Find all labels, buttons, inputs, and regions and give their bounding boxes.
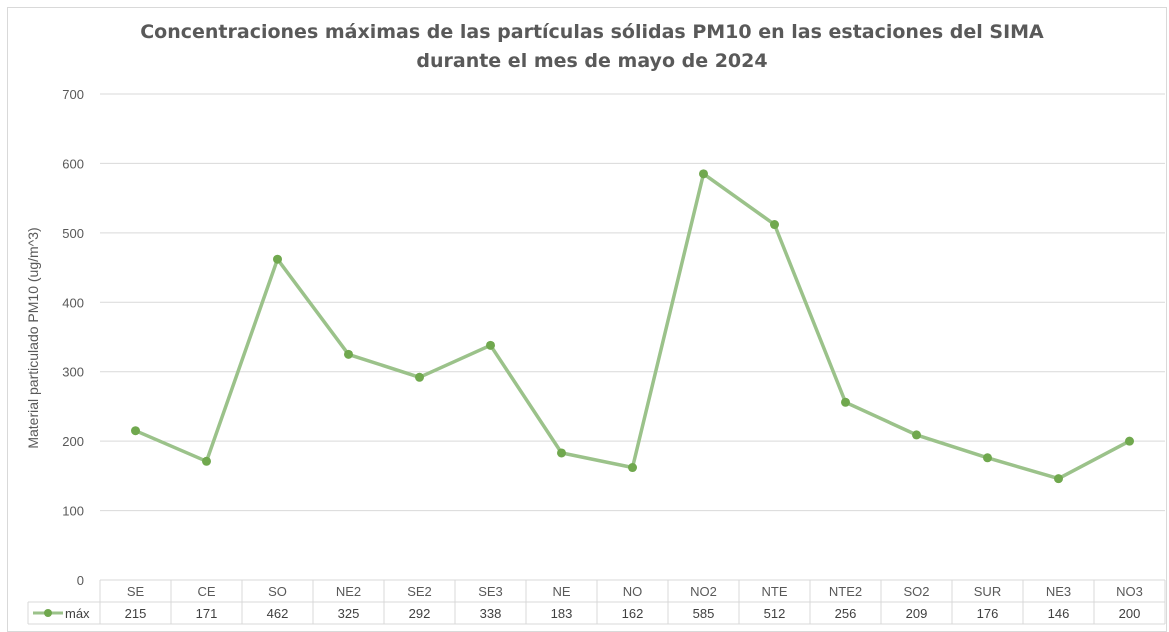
data-point: [415, 372, 424, 382]
data-table-value: 215: [125, 606, 147, 621]
data-point: [841, 397, 850, 407]
data-table-value: 462: [267, 606, 289, 621]
data-table-value: 183: [551, 606, 573, 621]
data-table-value: 171: [196, 606, 218, 621]
legend-label: máx: [65, 606, 90, 621]
data-points: [131, 169, 1134, 484]
y-tick-label: 200: [62, 434, 84, 449]
x-category-label: SUR: [974, 584, 1001, 599]
data-point: [1054, 474, 1063, 484]
data-table-value: 200: [1119, 606, 1141, 621]
x-category-label: NE2: [336, 584, 361, 599]
data-table-value: 146: [1048, 606, 1070, 621]
y-axis-label: Material particulado PM10 (ug/m^3): [25, 227, 41, 448]
x-category-label: NO3: [1116, 584, 1143, 599]
y-tick-label: 100: [62, 504, 84, 519]
data-table-value: 338: [480, 606, 502, 621]
data-table-value: 512: [764, 606, 786, 621]
x-category-label: SO2: [903, 584, 929, 599]
x-category-label: NE: [552, 584, 570, 599]
x-category-label: CE: [197, 584, 215, 599]
chart-title: Concentraciones máximas de las partícula…: [140, 21, 1044, 43]
data-point: [983, 453, 992, 463]
data-point: [344, 349, 353, 359]
data-table-value: 176: [977, 606, 999, 621]
x-category-label: NE3: [1046, 584, 1071, 599]
y-tick-label: 500: [62, 226, 84, 241]
data-point: [628, 463, 637, 473]
y-tick-labels: 0 100 200 300 400 500 600 700: [62, 87, 84, 588]
x-category-label: NO2: [690, 584, 717, 599]
legend-marker: [44, 609, 52, 617]
y-tick-label: 600: [62, 156, 84, 171]
data-point: [131, 426, 140, 436]
x-category-label: NO: [623, 584, 643, 599]
data-point: [486, 340, 495, 350]
x-category-label: NTE: [762, 584, 788, 599]
y-tick-label: 700: [62, 87, 84, 102]
data-table-value: 325: [338, 606, 360, 621]
x-category-label: NTE2: [829, 584, 862, 599]
data-table-value: 585: [693, 606, 715, 621]
data-point: [557, 448, 566, 458]
x-category-label: SO: [268, 584, 287, 599]
data-table: SE CE SO NE2 SE2 SE3 NE NO NO2 NTE NTE2 SO2 SUR NE3 NO…: [27, 579, 1166, 625]
series-line: [133, 172, 1132, 481]
data-table-value: 292: [409, 606, 431, 621]
x-category-label: SE2: [407, 584, 432, 599]
data-point: [273, 254, 282, 264]
data-point: [1125, 436, 1134, 446]
data-table-value: 162: [622, 606, 644, 621]
chart-subtitle: durante el mes de mayo de 2024: [416, 50, 767, 72]
series-line-group: [133, 172, 1132, 481]
data-point: [202, 456, 211, 466]
data-point: [770, 220, 779, 230]
gridlines: [100, 93, 1165, 512]
y-tick-label: 400: [62, 295, 84, 310]
x-category-label: SE: [127, 584, 145, 599]
data-point: [699, 169, 708, 179]
data-table-value: 256: [835, 606, 857, 621]
y-tick-label: 0: [77, 573, 84, 588]
data-table-value: 209: [906, 606, 928, 621]
y-tick-label: 300: [62, 365, 84, 380]
data-point: [912, 430, 921, 440]
x-category-label: SE3: [478, 584, 503, 599]
